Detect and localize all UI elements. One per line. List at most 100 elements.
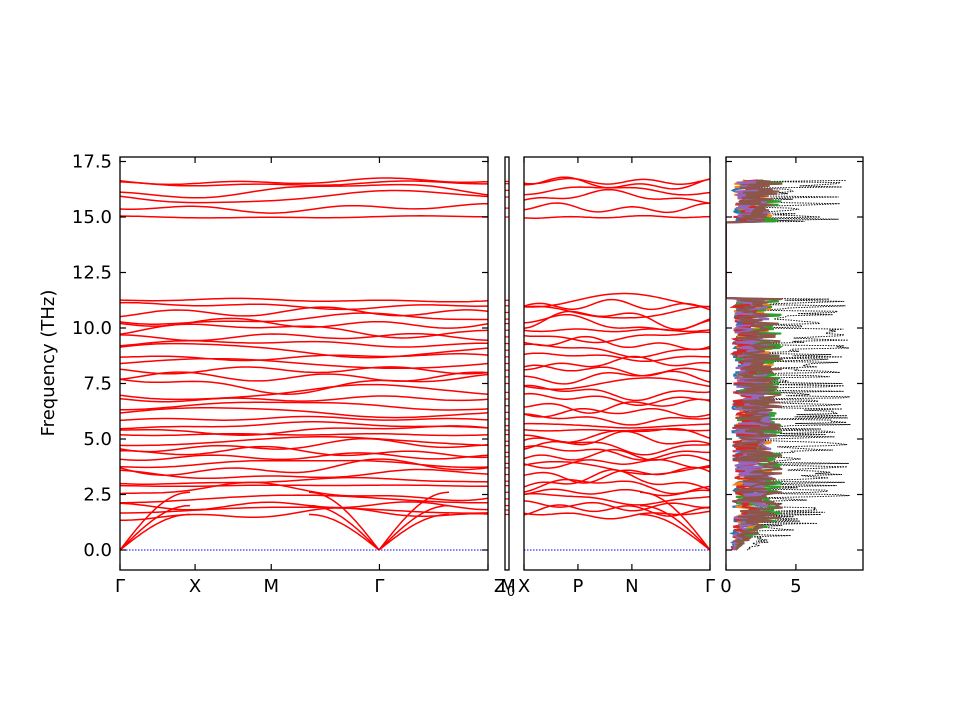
acoustic-branch [378, 513, 449, 551]
band-line [524, 504, 710, 517]
y-tick-label: 17.5 [72, 152, 112, 173]
band-line [524, 328, 710, 333]
band-line [524, 398, 710, 414]
acoustic-branch [308, 491, 380, 551]
x-tick-label: X [189, 576, 201, 597]
acoustic-branch [308, 504, 380, 551]
acoustic-branch [120, 513, 190, 551]
band-line [120, 401, 488, 411]
band-line [524, 493, 710, 506]
band-line [120, 202, 488, 214]
panel-2-frame [504, 156, 510, 571]
band-line [120, 332, 488, 342]
band-line [120, 436, 488, 447]
band-line [524, 355, 710, 371]
band-line [120, 342, 488, 359]
band-lines-1 [120, 177, 488, 551]
band-line [524, 500, 710, 512]
band-line [120, 468, 488, 480]
x-tick-label-stray: 0 [507, 585, 515, 600]
band-lines-2 [505, 180, 509, 516]
x-ticks-panel-2: M [500, 576, 516, 597]
band-line [120, 306, 488, 318]
x-tick-label-overlap: Z [494, 576, 506, 597]
panel-3-frame [523, 156, 711, 571]
band-line [524, 177, 710, 185]
y-tick-label: 7.5 [83, 374, 112, 395]
dos-curve [726, 179, 783, 551]
band-line [524, 458, 710, 469]
band-line [524, 466, 710, 484]
band-line [120, 458, 488, 476]
acoustic-branch [120, 491, 191, 551]
acoustic-branch [378, 504, 450, 551]
band-line [120, 407, 488, 419]
band-line [524, 298, 710, 311]
y-axis-label: Frequency (THz) [38, 290, 59, 437]
dos-panel-frame [725, 156, 864, 571]
band-line [120, 177, 488, 186]
band-line [120, 301, 488, 311]
band-line [120, 180, 488, 187]
x-tick-label: 0 [720, 576, 731, 597]
band-line [524, 469, 710, 491]
band-line [120, 383, 488, 401]
band-line [120, 452, 488, 462]
band-line [120, 371, 488, 382]
band-lines-3 [524, 176, 710, 551]
band-line [120, 357, 488, 370]
band-line [524, 202, 710, 214]
band-line [120, 395, 488, 403]
band-line [120, 421, 488, 430]
x-tick-label: M [500, 576, 516, 597]
band-line [524, 392, 710, 407]
band-line [120, 340, 488, 348]
band-line [120, 373, 488, 395]
band-line [524, 335, 710, 351]
panel-1-frame [119, 156, 489, 571]
band-line [120, 189, 488, 204]
acoustic-branch [640, 513, 710, 551]
x-tick-label: P [573, 576, 584, 597]
band-line [120, 183, 488, 199]
band-line [524, 445, 710, 461]
band-panel-1: 0.0 2.5 5.0 7.5 10.0 12.5 15.0 17.5 Γ X M Γ [72, 152, 489, 597]
acoustic-branch [120, 504, 191, 551]
y-axis-ticks: 0.0 2.5 5.0 7.5 10.0 12.5 15.0 17.5 [72, 152, 488, 561]
y-tick-label: 0.0 [83, 540, 112, 561]
band-line [120, 312, 488, 325]
dos-lines [726, 179, 851, 551]
band-line [524, 352, 710, 363]
x-tick-label: Γ [705, 576, 715, 597]
acoustic-branch [309, 513, 380, 551]
x-tick-label: X [518, 576, 530, 597]
acoustic-branch [378, 491, 450, 551]
x-tick-label: M [263, 576, 279, 597]
band-line [120, 476, 488, 485]
band-line [524, 413, 710, 426]
y-tick-label: 12.5 [72, 263, 112, 284]
band-panel-2: M [500, 156, 516, 597]
y-tick-label: 2.5 [83, 485, 112, 506]
band-line [524, 377, 710, 391]
band-line [524, 310, 710, 331]
band-line [524, 188, 710, 204]
band-line [524, 510, 710, 520]
band-line [524, 331, 710, 344]
band-line [120, 459, 488, 469]
dos-curve [726, 179, 851, 551]
band-line [120, 494, 488, 504]
band-line [120, 506, 488, 514]
x-tick-label: N [625, 576, 638, 597]
band-line [524, 292, 710, 308]
band-line [120, 501, 488, 511]
band-line [524, 422, 710, 429]
band-line [120, 481, 488, 502]
x-tick-label: Γ [374, 576, 384, 597]
band-line [524, 407, 710, 418]
